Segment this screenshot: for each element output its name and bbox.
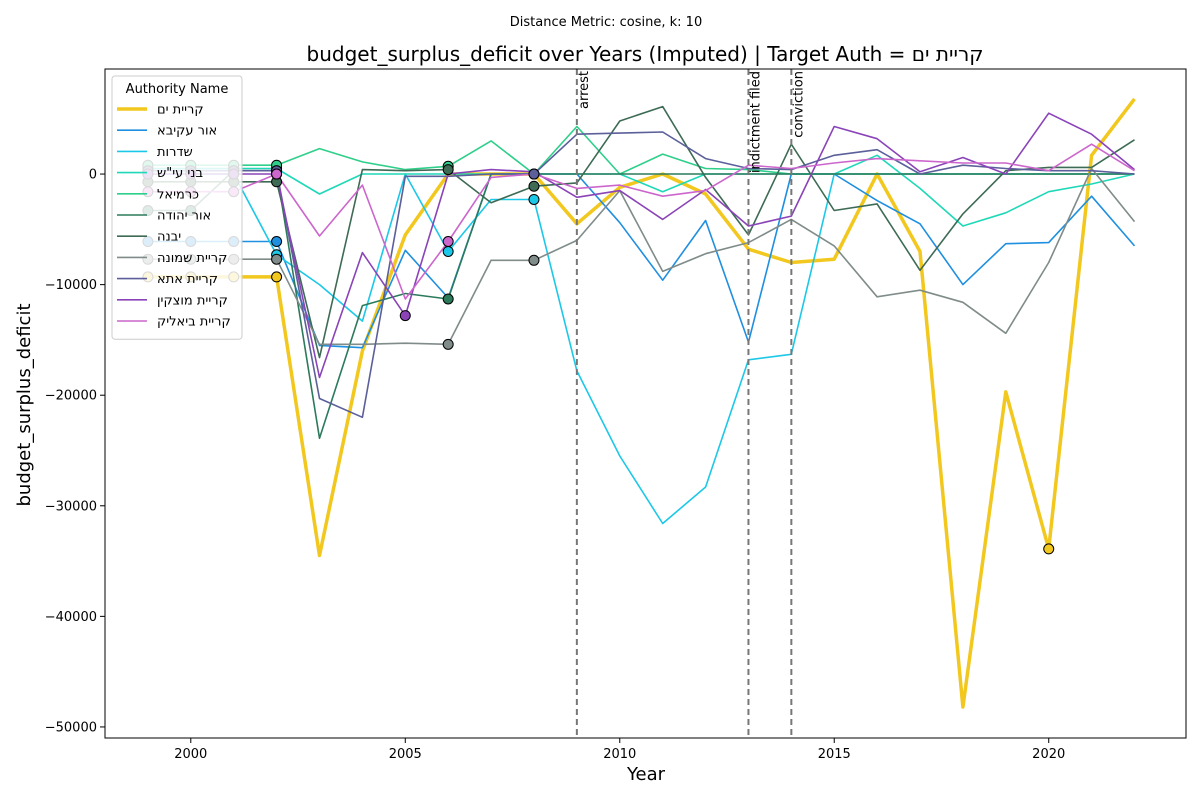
- series-line-9: [147, 112, 1136, 379]
- x-tick-label-4: 2020: [1032, 747, 1065, 762]
- legend-box: [111, 75, 243, 340]
- imputed-point-6-2008: [528, 180, 540, 192]
- series-line-0: [147, 97, 1136, 709]
- y-tick-label-2: −30000: [45, 499, 97, 514]
- imputed-point-7-2008: [528, 254, 540, 266]
- x-tick-label-0: 2000: [174, 747, 207, 762]
- legend: Authority Name קריית ים אור עקיבא שדרות בני …: [111, 75, 243, 340]
- imputed-point-8-2008: [528, 168, 540, 180]
- y-axis-label: budget_surplus_deficit: [14, 303, 35, 506]
- imputed-point-6-2006: [442, 164, 454, 176]
- legend-label-3: בני עי"ש: [157, 166, 203, 181]
- series-line-6: [147, 105, 1135, 359]
- event-label-0: arrest: [577, 71, 592, 109]
- imputed-point-2-2006: [442, 245, 454, 257]
- imputed-point-0-2002: [271, 271, 283, 283]
- x-tick-label-2: 2010: [603, 747, 636, 762]
- imputed-point-5-2006: [442, 293, 454, 305]
- imputed-point-2-2008: [528, 193, 540, 205]
- legend-label-8: קריית אתא: [157, 272, 218, 287]
- legend-label-10: קריית ביאליק: [157, 315, 231, 330]
- imputed-point-1-2002: [271, 236, 283, 248]
- y-tick-label-1: −40000: [45, 610, 97, 625]
- legend-label-5: אור יהודה: [157, 209, 211, 224]
- chart-subtitle: Distance Metric: cosine, k: 10: [510, 15, 702, 30]
- plot-frame: [104, 68, 1187, 739]
- legend-title: Authority Name: [126, 82, 229, 97]
- imputed-point-7-2002: [271, 253, 283, 265]
- imputed-point-7-2006: [442, 338, 454, 350]
- series-line-2: [147, 173, 1135, 525]
- x-tick-label-3: 2015: [818, 747, 851, 762]
- series-line-5: [147, 169, 1135, 440]
- legend-label-4: כרמיאל: [157, 187, 199, 202]
- series-line-10: [147, 143, 1135, 300]
- legend-label-1: אור עקיבא: [157, 124, 217, 139]
- y-tick-label-4: −10000: [45, 278, 97, 293]
- imputed-point-10-2002: [271, 168, 283, 180]
- legend-label-9: קריית מוצקין: [157, 293, 228, 308]
- series-line-8: [147, 131, 1135, 419]
- x-axis-label: Year: [626, 764, 666, 785]
- imputed-point-9-2005: [399, 310, 411, 322]
- chart-title: budget_surplus_deficit over Years (Imput…: [307, 42, 984, 66]
- plot-area: arrest indictment filed conviction 2000 2005…: [45, 68, 1187, 762]
- event-label-2: conviction: [791, 71, 806, 138]
- legend-label-2: שדרות: [157, 145, 193, 160]
- y-tick-label-0: −50000: [45, 720, 97, 735]
- legend-label-0: קריית ים: [157, 103, 204, 118]
- series-group: [142, 97, 1136, 709]
- imputed-point-0-2020: [1043, 543, 1055, 555]
- y-tick-label-3: −20000: [45, 389, 97, 404]
- series-line-3: [147, 154, 1135, 227]
- series-line-7: [147, 167, 1136, 346]
- legend-label-7: קריית שמונה: [157, 251, 227, 266]
- imputed-point-10-2006: [442, 236, 454, 248]
- event-label-1: indictment filed: [748, 71, 763, 173]
- y-tick-label-5: 0: [89, 168, 97, 183]
- legend-label-6: יבנה: [157, 230, 181, 245]
- x-tick-label-1: 2005: [389, 747, 422, 762]
